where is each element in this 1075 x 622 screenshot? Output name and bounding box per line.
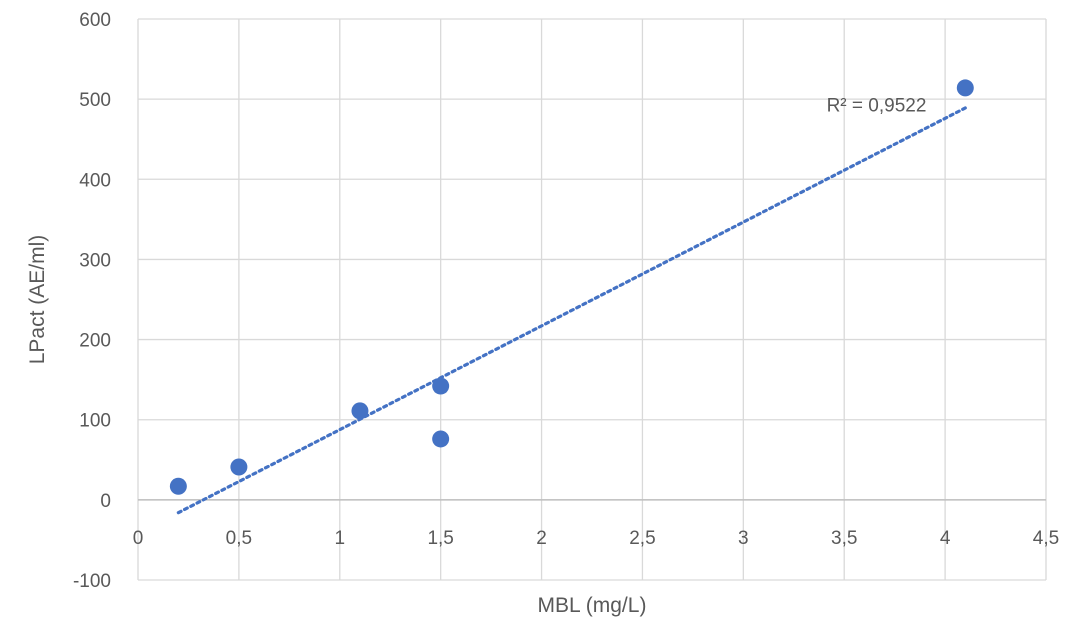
x-axis-title: MBL (mg/L) bbox=[538, 594, 647, 617]
x-tick-label: 4 bbox=[940, 528, 951, 549]
data-point bbox=[432, 430, 450, 448]
x-tick-label: 1,5 bbox=[427, 528, 453, 549]
x-tick-label: 0 bbox=[133, 528, 144, 549]
x-tick-label: 3 bbox=[738, 528, 749, 549]
x-tick-label: 2 bbox=[536, 528, 547, 549]
y-tick-label: 0 bbox=[100, 491, 111, 512]
y-tick-label: 500 bbox=[79, 90, 111, 111]
data-point bbox=[351, 402, 369, 420]
data-points bbox=[169, 79, 974, 495]
data-point bbox=[956, 79, 974, 97]
y-tick-label: 600 bbox=[79, 10, 111, 31]
y-axis-title: LPact (AE/ml) bbox=[26, 235, 49, 365]
annotations: R² = 0,9522 bbox=[827, 96, 927, 117]
x-tick-label: 2,5 bbox=[629, 528, 655, 549]
data-point bbox=[230, 458, 248, 476]
y-tick-label: 200 bbox=[79, 331, 111, 352]
grid-lines bbox=[137, 18, 1047, 581]
y-tick-label: 400 bbox=[79, 170, 111, 191]
x-tick-label: 3,5 bbox=[831, 528, 857, 549]
r-squared-label: R² = 0,9522 bbox=[827, 96, 927, 117]
x-tick-label: 4,5 bbox=[1033, 528, 1059, 549]
y-tick-labels: -100 0 100 200 300 400 500 600 bbox=[73, 10, 111, 592]
trendline bbox=[176, 106, 967, 515]
y-tick-label: -100 bbox=[73, 571, 111, 592]
data-point bbox=[169, 477, 187, 495]
y-tick-label: 300 bbox=[79, 250, 111, 271]
x-tick-label: 1 bbox=[334, 528, 345, 549]
x-tick-labels: 0 0,5 1 1,5 2 2,5 3 3,5 4 4,5 bbox=[133, 528, 1060, 549]
y-tick-label: 100 bbox=[79, 411, 111, 432]
data-point bbox=[432, 377, 450, 395]
trendline-path bbox=[176, 106, 967, 515]
x-tick-label: 0,5 bbox=[226, 528, 252, 549]
